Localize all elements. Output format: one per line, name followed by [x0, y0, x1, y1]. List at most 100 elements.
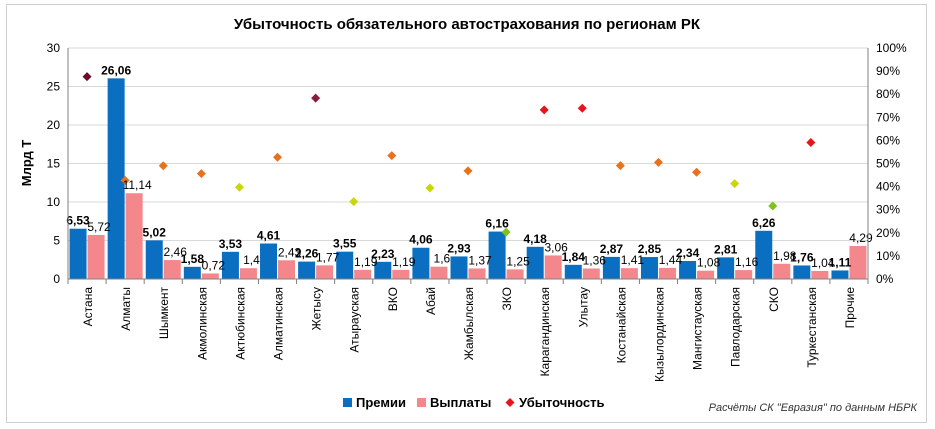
bar-label-premii: 1,58	[181, 252, 205, 266]
bar-premii	[336, 251, 354, 279]
ratio-point	[577, 103, 587, 113]
y2-tick-label: 40%	[876, 180, 900, 194]
y2-tick-label: 60%	[876, 133, 900, 147]
bar-label-vyplaty: 1,19	[392, 255, 416, 269]
x-tick-label: ВКО	[386, 287, 400, 311]
bar-premii	[412, 247, 430, 279]
legend-label-premii: Премии	[356, 395, 406, 410]
bar-label-premii: 2,93	[447, 241, 471, 255]
bar-vyplaty	[811, 270, 829, 279]
bar-label-vyplaty: 1,08	[697, 256, 721, 270]
legend-swatch-premii	[343, 398, 352, 407]
legend-label-ubytochnost: Убыточность	[519, 395, 604, 410]
y-tick-label: 25	[47, 80, 61, 94]
ratio-point	[615, 161, 625, 171]
y-tick-label: 20	[47, 118, 61, 132]
y2-tick-label: 30%	[876, 203, 900, 217]
ratio-point	[806, 137, 816, 147]
y-axis-label: Млрд Т	[19, 140, 34, 187]
chart-title: Убыточность обязательного автостраховани…	[234, 16, 701, 33]
ratio-point	[387, 151, 397, 161]
bar-label-premii: 2,81	[714, 242, 738, 256]
bar-label-vyplaty: 11,14	[123, 178, 152, 192]
x-tick-label: Кызылординская	[652, 287, 666, 382]
y-tick-label: 30	[47, 41, 61, 55]
y2-axis-ticks: 0% 10% 20% 30% 40% 50% 60% 70% 80% 90% 100%	[876, 41, 907, 286]
x-tick-label: Шымкент	[157, 287, 171, 340]
bar-vyplaty	[544, 255, 562, 279]
bar-label-premii: 3,53	[219, 237, 243, 251]
ratio-point	[768, 201, 778, 211]
bar-premii	[450, 256, 468, 279]
y2-tick-label: 100%	[876, 41, 907, 55]
bar-label-vyplaty: 1,77	[316, 250, 340, 264]
bar-premii	[298, 261, 316, 279]
bar-vyplaty	[582, 268, 600, 279]
x-tick-label: Улытау	[576, 287, 590, 327]
x-tick-label: Атырауская	[348, 287, 362, 353]
bar-label-vyplaty: 1,04	[811, 256, 835, 270]
bar-label-premii: 4,18	[524, 232, 548, 246]
bar-vyplaty	[163, 260, 181, 279]
bar-label-vyplaty: 3,06	[545, 240, 569, 254]
legend-swatch-ubytochnost	[505, 398, 515, 407]
bar-premii	[145, 240, 163, 279]
bar-vyplaty	[239, 268, 257, 279]
ratio-point	[463, 166, 473, 176]
x-tick-label: Костанайская	[614, 287, 628, 363]
bar-label-premii: 5,02	[143, 225, 167, 239]
axes	[67, 48, 869, 284]
bar-premii	[831, 270, 849, 279]
bar-vyplaty	[278, 260, 296, 279]
bar-value-labels: 6,535,7226,0611,145,022,461,580,723,531,…	[66, 63, 873, 272]
x-axis-labels: Астана Алматы Шымкент Акмолинская Актюбинска…	[81, 287, 857, 382]
bar-vyplaty	[468, 268, 486, 279]
bar-vyplaty	[87, 234, 105, 279]
bar-label-vyplaty: 1,98	[773, 249, 797, 263]
ratio-point	[501, 227, 511, 237]
y2-tick-label: 80%	[876, 87, 900, 101]
bar-label-vyplaty: 1,41	[621, 253, 645, 267]
ratio-point	[730, 179, 740, 189]
x-tick-label: Павлодарская	[729, 287, 743, 367]
y-tick-label: 10	[47, 195, 61, 209]
bar-premii	[260, 243, 278, 279]
bar-label-vyplaty: 1,36	[583, 254, 607, 268]
bar-vyplaty	[658, 267, 676, 279]
bar-label-premii: 2,85	[638, 242, 662, 256]
bar-vyplaty	[773, 263, 791, 279]
x-tick-label: Акмолинская	[195, 287, 209, 360]
bar-vyplaty	[316, 265, 334, 279]
bar-label-premii: 6,53	[66, 214, 90, 228]
ratio-point	[349, 197, 359, 207]
bar-premii	[526, 246, 544, 279]
ratio-point	[120, 175, 130, 185]
ratio-point	[692, 167, 702, 177]
bar-vyplaty	[620, 268, 638, 279]
bar-label-premii: 6,16	[485, 217, 509, 231]
x-tick-label: Абай	[424, 287, 438, 315]
bar-label-vyplaty: 0,72	[202, 258, 226, 272]
bar-label-premii: 1,76	[790, 250, 814, 264]
chart-frame	[6, 4, 927, 423]
y2-tick-label: 20%	[876, 226, 900, 240]
x-tick-label: Алматинская	[272, 287, 286, 360]
bar-premii	[717, 257, 735, 279]
bar-vyplaty	[354, 269, 372, 279]
ratio-point	[539, 105, 549, 115]
x-tick-label: Прочие	[843, 287, 857, 329]
bar-vyplaty	[697, 270, 715, 279]
x-tick-label: Мангистауская	[691, 287, 705, 370]
bar-label-vyplaty: 1,44	[659, 253, 683, 267]
x-tick-label: Туркестанская	[805, 287, 819, 368]
bar-premii	[488, 231, 506, 279]
bar-premii	[107, 78, 125, 279]
ratio-point	[311, 93, 321, 103]
x-tick-label: СКО	[767, 287, 781, 312]
bar-label-premii: 4,61	[257, 229, 281, 243]
legend-label-vyplaty: Выплаты	[430, 395, 491, 410]
ratio-point	[653, 157, 663, 167]
bar-label-premii: 4,06	[409, 233, 433, 247]
bar-label-vyplaty: 1,37	[468, 253, 492, 267]
bar-premii	[69, 228, 87, 279]
